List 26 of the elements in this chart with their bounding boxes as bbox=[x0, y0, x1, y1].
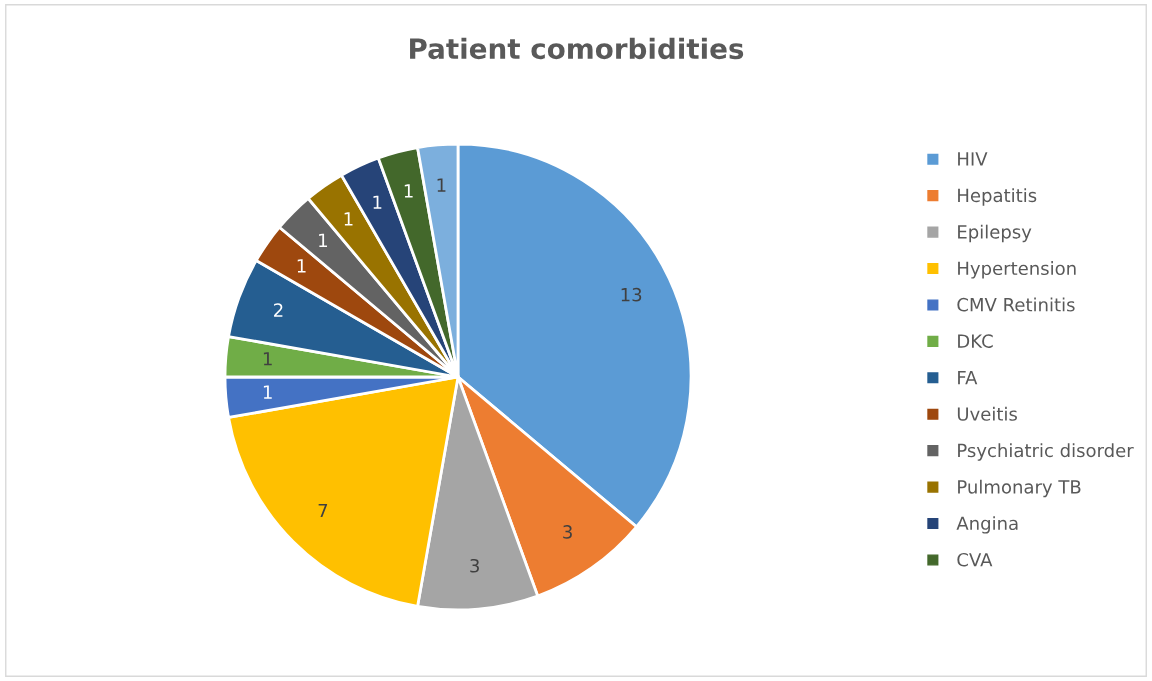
legend-label: FA bbox=[958, 370, 978, 385]
legend-label: Psychiatric disorder bbox=[958, 443, 1134, 461]
legend-label: CMV Retinitis bbox=[957, 297, 1075, 312]
data-label: 1 bbox=[344, 212, 353, 226]
legend-label: CVA bbox=[957, 552, 993, 567]
legend-label: Epilepsy bbox=[958, 224, 1032, 243]
legend-label: Pulmonary TB bbox=[958, 479, 1081, 498]
data-label: 1 bbox=[263, 352, 272, 366]
data-label: 1 bbox=[297, 259, 306, 273]
legend-label: HIV bbox=[958, 152, 988, 166]
data-label: 1 bbox=[404, 184, 413, 198]
data-label: 1 bbox=[319, 233, 327, 247]
legend-label: Angina bbox=[956, 516, 1018, 534]
data-label: 1 bbox=[437, 178, 446, 192]
chart-title: Patient comorbidities bbox=[410, 37, 744, 60]
data-label: 1 bbox=[373, 195, 382, 209]
data-label: 7 bbox=[318, 503, 328, 518]
data-label: 3 bbox=[563, 525, 572, 539]
data-label: 13 bbox=[621, 287, 642, 302]
legend-label: DKC bbox=[958, 334, 993, 348]
legend-label: Hypertension bbox=[958, 261, 1076, 279]
legend-label: Hepatitis bbox=[958, 188, 1037, 206]
data-label: 2 bbox=[274, 303, 283, 317]
data-label: 1 bbox=[263, 385, 272, 399]
data-label: 3 bbox=[470, 558, 479, 573]
legend-label: Uveitis bbox=[957, 406, 1017, 421]
